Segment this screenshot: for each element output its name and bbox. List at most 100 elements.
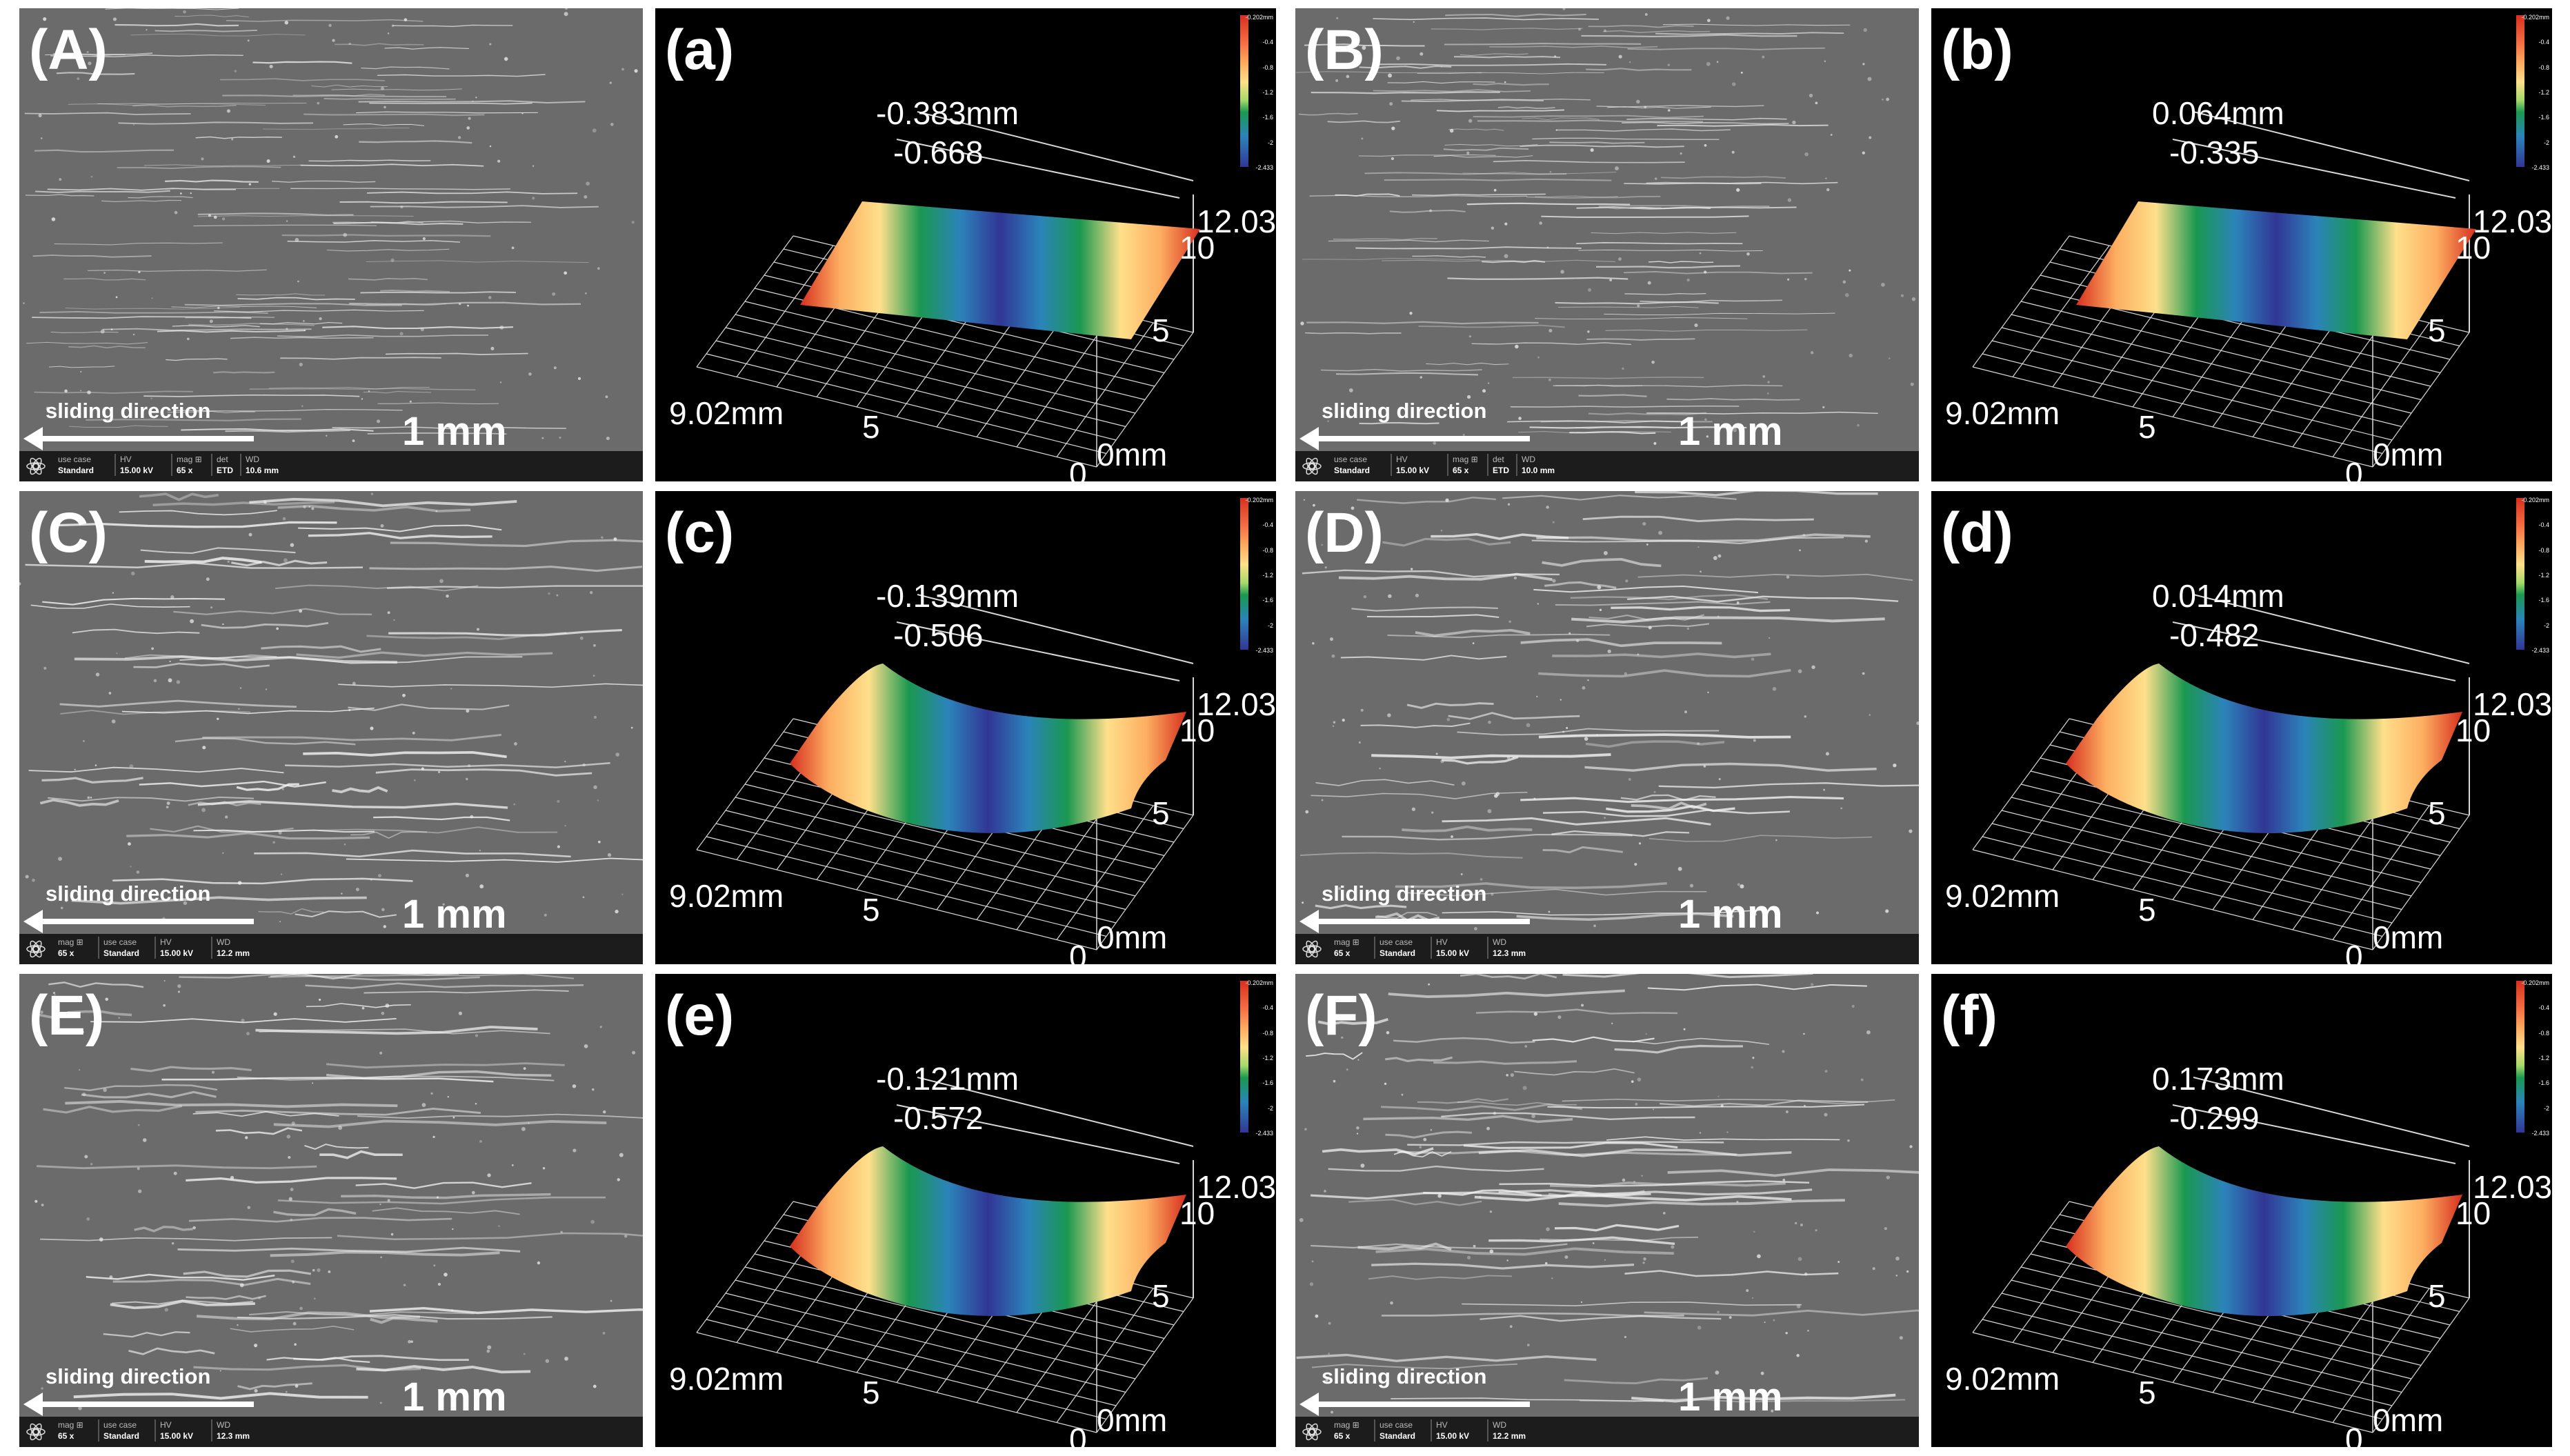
wear-streak xyxy=(255,1026,538,1035)
info-key: mag ⊞ xyxy=(1334,937,1359,947)
debris-particle xyxy=(1766,1392,1770,1396)
wear-streak xyxy=(42,597,225,606)
info-cell: use case Standard xyxy=(98,937,139,959)
debris-particle xyxy=(1804,277,1807,281)
wear-streak xyxy=(1373,17,1599,21)
debris-particle xyxy=(146,29,148,31)
wear-streak xyxy=(130,33,306,37)
wear-streak xyxy=(1562,974,1813,979)
wear-streak xyxy=(1533,586,1759,594)
debris-particle xyxy=(442,903,445,906)
debris-particle xyxy=(109,1275,113,1279)
wear-streak xyxy=(25,194,94,197)
debris-particle xyxy=(1487,809,1492,814)
wear-streak xyxy=(171,306,317,308)
debris-particle xyxy=(170,595,175,599)
sliding-direction-arrow xyxy=(23,1393,254,1416)
debris-particle xyxy=(1420,376,1423,379)
panel-label: (F) xyxy=(1305,984,1377,1047)
debris-particle xyxy=(1706,19,1711,23)
debris-particle xyxy=(1335,79,1339,82)
debris-particle xyxy=(1769,637,1771,639)
debris-particle xyxy=(132,123,135,126)
y-axis-mid-label: 10 xyxy=(2456,1195,2491,1231)
grid-line xyxy=(744,1266,1146,1366)
colorbar-tick-label: -1.6 xyxy=(2538,1079,2549,1087)
debris-particle xyxy=(1810,983,1814,986)
debris-particle xyxy=(1816,911,1820,915)
wear-streak xyxy=(126,832,370,840)
wear-streak xyxy=(65,306,240,310)
debris-particle xyxy=(1363,595,1367,599)
wear-streak xyxy=(179,656,523,664)
debris-particle xyxy=(301,405,303,407)
wear-streak xyxy=(1584,762,1877,772)
sem-panel-C: (C) sliding direction 1 mm mag ⊞ 65 x use cas… xyxy=(19,491,643,964)
sliding-direction-arrow xyxy=(1299,427,1530,450)
debris-particle xyxy=(610,1299,612,1302)
debris-particle xyxy=(1604,29,1606,32)
debris-particle xyxy=(1775,839,1777,841)
info-cell: HV 15.00 kV xyxy=(155,1419,193,1442)
debris-particle xyxy=(77,892,81,897)
debris-particle xyxy=(222,852,224,854)
info-key: WD xyxy=(217,937,230,947)
debris-particle xyxy=(295,237,299,242)
debris-particle xyxy=(1731,150,1735,154)
wear-streak xyxy=(1502,495,1737,501)
grid-line xyxy=(2020,784,2422,884)
info-key: use case xyxy=(58,455,92,464)
debris-particle xyxy=(378,874,381,878)
y-axis-end-label: 12.031 xyxy=(1197,1169,1276,1205)
info-value: 15.00 kV xyxy=(160,948,194,958)
debris-particle xyxy=(80,390,82,392)
debris-particle xyxy=(1803,1033,1805,1035)
wear-streak xyxy=(1462,1302,1802,1307)
debris-particle xyxy=(437,1282,441,1286)
debris-particle xyxy=(87,390,91,395)
debris-particle xyxy=(470,815,474,819)
debris-particle xyxy=(227,560,230,563)
debris-particle xyxy=(1628,61,1631,63)
debris-particle xyxy=(201,808,206,812)
z-max-label: 0.064mm xyxy=(2152,95,2284,131)
debris-particle xyxy=(408,1339,411,1344)
wear-streak xyxy=(1431,532,1569,540)
colorbar-tick-label: -0.8 xyxy=(1262,63,1273,71)
debris-particle xyxy=(1428,209,1433,212)
x-axis-mid-label: 5 xyxy=(2138,1375,2156,1410)
debris-particle xyxy=(421,767,424,770)
wear-streak xyxy=(53,521,337,528)
debris-particle xyxy=(1515,344,1519,349)
debris-particle xyxy=(328,1270,331,1273)
profile-panel-d: (d) 0.014mm-0.482 12.03110 5 9.02mm 5 0mm 0 -0.2… xyxy=(1931,491,2552,964)
debris-particle xyxy=(1648,626,1652,630)
debris-particle xyxy=(1489,1249,1494,1254)
debris-particle xyxy=(1717,1310,1720,1314)
debris-particle xyxy=(54,994,56,996)
debris-particle xyxy=(1580,1301,1583,1304)
debris-particle xyxy=(467,304,470,307)
debris-particle xyxy=(1489,1210,1493,1213)
debris-particle xyxy=(1555,129,1557,131)
debris-particle xyxy=(548,592,550,595)
wear-streak xyxy=(326,1062,565,1069)
wear-streak xyxy=(1605,329,1808,332)
debris-particle xyxy=(544,913,547,917)
wear-streak xyxy=(90,1017,397,1024)
debris-particle xyxy=(1433,441,1437,445)
wear-streak xyxy=(56,72,135,75)
debris-particle xyxy=(132,333,135,336)
debris-particle xyxy=(1435,752,1438,755)
debris-particle xyxy=(458,1011,463,1015)
wear-streak xyxy=(372,1207,520,1215)
wear-streak xyxy=(1658,782,1919,789)
wear-streak xyxy=(1635,491,1878,497)
info-cell: use case Standard xyxy=(1374,1419,1415,1442)
colorbar-tick-label: -2.433 xyxy=(1255,1130,1273,1137)
debris-particle xyxy=(412,731,415,735)
wear-streak xyxy=(1595,207,1662,210)
wear-streak xyxy=(155,30,257,32)
wear-streak xyxy=(1460,53,1528,56)
wear-streak xyxy=(308,532,492,539)
